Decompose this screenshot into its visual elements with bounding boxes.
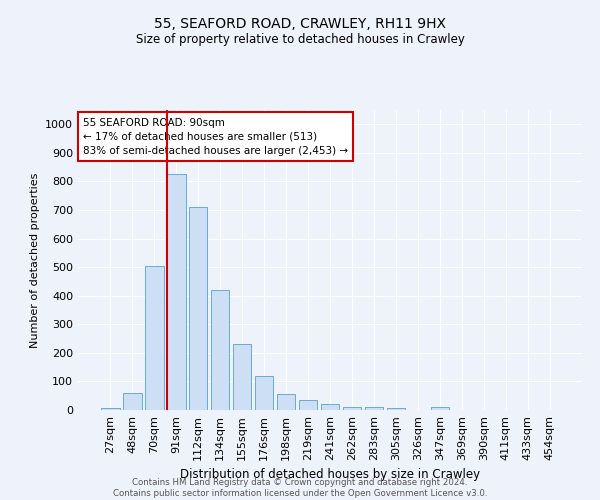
Bar: [211, 290, 229, 410]
Bar: [277, 394, 295, 410]
Bar: [343, 406, 361, 410]
Bar: [233, 344, 251, 410]
Bar: [431, 407, 449, 410]
Bar: [320, 404, 340, 410]
Text: Contains HM Land Registry data © Crown copyright and database right 2024.
Contai: Contains HM Land Registry data © Crown c…: [113, 478, 487, 498]
Text: 55 SEAFORD ROAD: 90sqm
← 17% of detached houses are smaller (513)
83% of semi-de: 55 SEAFORD ROAD: 90sqm ← 17% of detached…: [83, 118, 348, 156]
Bar: [299, 400, 317, 410]
Y-axis label: Number of detached properties: Number of detached properties: [29, 172, 40, 348]
Bar: [145, 266, 164, 410]
Text: Size of property relative to detached houses in Crawley: Size of property relative to detached ho…: [136, 32, 464, 46]
Text: 55, SEAFORD ROAD, CRAWLEY, RH11 9HX: 55, SEAFORD ROAD, CRAWLEY, RH11 9HX: [154, 18, 446, 32]
Bar: [365, 407, 383, 410]
Bar: [101, 408, 119, 410]
X-axis label: Distribution of detached houses by size in Crawley: Distribution of detached houses by size …: [180, 468, 480, 481]
Bar: [255, 376, 274, 410]
Bar: [386, 408, 405, 410]
Bar: [123, 393, 142, 410]
Bar: [167, 174, 185, 410]
Bar: [189, 207, 208, 410]
